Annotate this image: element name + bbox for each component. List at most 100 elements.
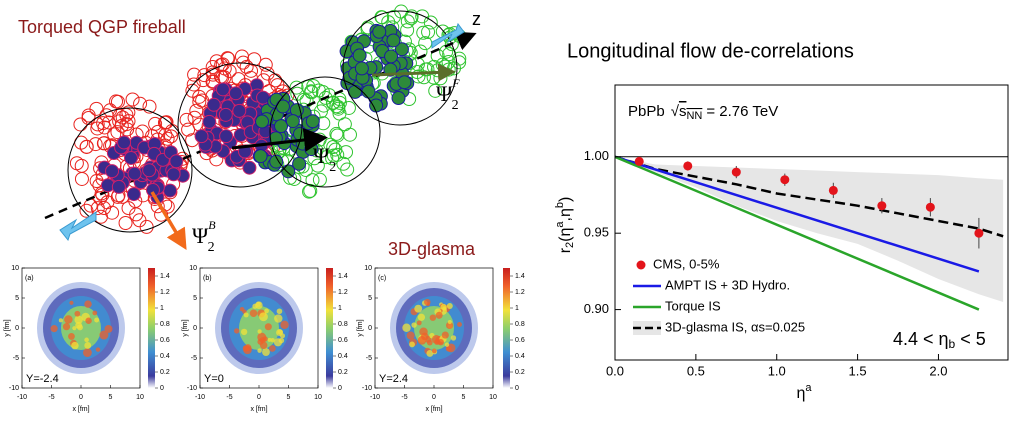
nucleon [97,120,112,135]
nucleon [81,111,96,126]
text: 4.4 < η [893,329,949,349]
y-axis-label: y [fm] [357,319,364,336]
nucleon [274,119,289,134]
nucleon [74,171,89,186]
density-spot [92,310,98,316]
colorbar-label: 1.2 [338,289,348,296]
data-point [828,185,838,195]
text: r [557,247,574,253]
nucleon [105,164,120,179]
nucleon [285,114,300,129]
nucleon [328,142,343,157]
colorbar-label: 0.2 [338,369,348,376]
density-spot [62,323,71,331]
x-tick-label: 10 [489,394,497,401]
density-spot [274,314,283,323]
nucleon [258,57,273,72]
nucleon [73,117,88,132]
y-tick-label: 0.90 [584,301,609,316]
y-tick-label: -5 [366,355,372,362]
nucleon [206,74,221,89]
y-tick-label: 0.95 [584,225,609,240]
x-tick-label: 10 [136,394,144,401]
nucleon [418,62,433,77]
y-tick-label: 0 [193,325,197,332]
nucleon [255,114,270,129]
rapidity-label: Y=0 [204,373,224,385]
psi-sup: B [208,218,216,232]
nucleon [181,122,196,137]
x-tick-label: 5 [287,394,291,401]
nucleon [117,135,132,150]
data-point [877,201,887,211]
nucleon [341,100,356,115]
nucleon [253,149,268,164]
data-point [925,202,935,212]
density-spot [270,337,275,343]
x-tick-label: 10 [314,394,322,401]
series-line [614,155,980,311]
nucleon [121,105,136,120]
nucleon [97,136,112,151]
psi-symbol: Ψ [436,81,453,106]
density-spot [426,349,434,357]
data-point [683,161,693,171]
x-tick-label: 0.5 [687,363,705,378]
text: η [796,385,805,402]
psi-forward-arrow [371,63,456,82]
text: a [554,221,566,228]
density-spot [71,341,79,350]
density-spot [424,298,431,306]
density-spot [414,304,423,313]
x-tick-label: -10 [195,394,205,401]
nucleon [228,86,243,101]
eta-range: 4.4 < ηb < 5 [893,329,986,351]
nucleon [394,42,409,57]
density-spot [76,324,83,331]
density-spot [95,347,101,352]
x-tick-label: 0 [79,394,83,401]
density-spot [256,301,261,307]
nucleon [301,79,316,94]
text: NN [686,110,702,122]
density-spot [435,311,443,319]
x-tick-label: 1.5 [849,363,867,378]
y-tick-label: 5 [193,295,197,302]
nucleon [352,48,367,63]
nucleon [312,172,327,187]
nucleon [217,61,232,76]
psi-symbol: Ψ [313,143,330,168]
nucleon [311,83,326,98]
nucleon [384,49,399,64]
nucleon [90,201,105,216]
nucleon [342,127,357,142]
density-spot [244,344,252,352]
density-spot [69,300,74,305]
x-tick-label: 0 [257,394,261,401]
nucleon [187,67,202,82]
density-spot [99,330,109,340]
y-axis-label: y [fm] [4,319,11,336]
nucleon [133,96,148,111]
density-spot [257,348,262,353]
density-spot [417,313,426,321]
nucleon [206,97,221,112]
nucleon [88,137,103,152]
legend-label: CMS, 0-5% [653,256,720,271]
y-tick-label: 10 [189,265,197,272]
nucleon [231,72,246,87]
density-spot [445,345,452,352]
density-spot [74,310,81,317]
colorbar-label: 1 [338,305,342,312]
nucleon [325,151,340,166]
fireball-outline [67,107,193,233]
series-line [614,155,1004,238]
x-tick-label: 1.0 [768,363,786,378]
fireball-outline [177,62,303,188]
density-spot [429,314,437,321]
y-tick-label: 0 [368,325,372,332]
density-spot [84,342,92,349]
nucleon [269,154,284,169]
colorbar-label: 1.4 [515,273,525,280]
colorbar-label: 0.2 [515,369,525,376]
